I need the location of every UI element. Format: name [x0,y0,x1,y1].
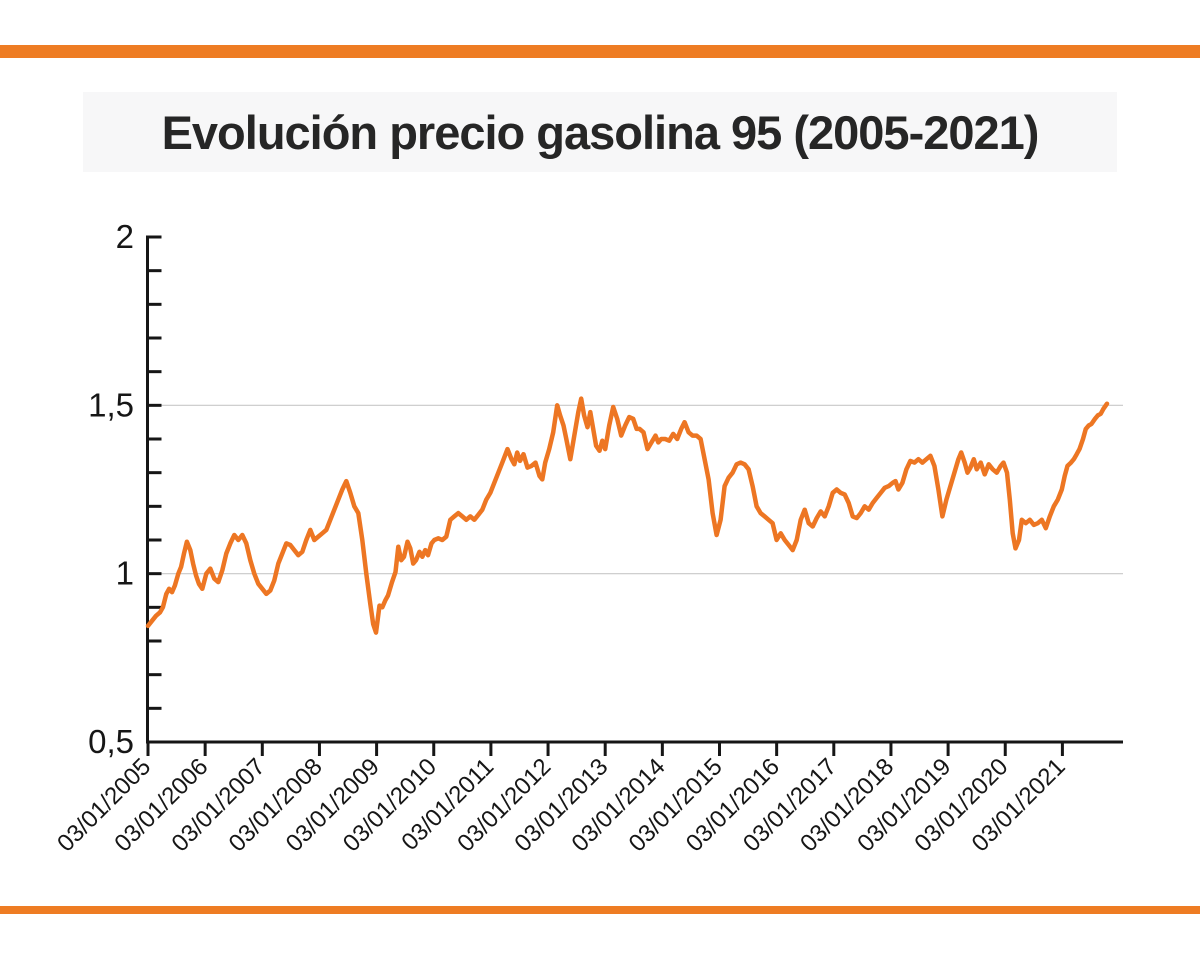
y-tick-label: 2 [116,218,134,255]
price-series-line [145,396,1110,635]
bottom-accent-bar [0,906,1200,914]
y-tick-label: 1 [116,555,134,592]
y-tick-label: 0,5 [88,723,134,760]
y-tick-label: 1,5 [88,386,134,423]
chart-title: Evolución precio gasolina 95 (2005-2021) [161,105,1040,159]
top-accent-bar [0,45,1200,58]
title-band: Evolución precio gasolina 95 (2005-2021) [83,92,1117,172]
